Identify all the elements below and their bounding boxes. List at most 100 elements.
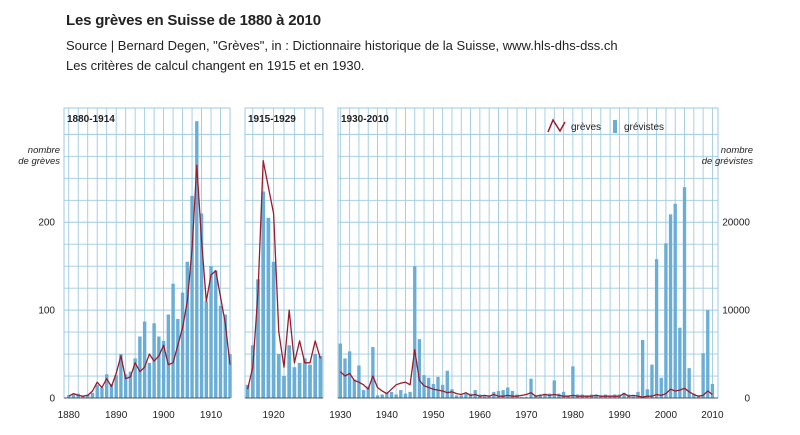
line-strikes-1880-1914 [68, 164, 231, 397]
bar-strikers-1887 [100, 387, 104, 398]
legend-line-swatch [547, 118, 566, 133]
bar-strikers-1929 [318, 355, 323, 398]
x-tick-label: 1880 [58, 410, 81, 421]
bar-strikers-1945 [408, 391, 412, 398]
bar-strikers-1973 [538, 394, 542, 398]
bar-strikers-1916 [250, 345, 255, 398]
bar-strikers-1965 [501, 390, 505, 398]
bar-strikers-1910 [209, 266, 213, 398]
panel-1930-2010 [337, 107, 719, 399]
bar-strikers-1885 [90, 392, 95, 398]
x-tick-label: 1960 [469, 410, 492, 421]
bar-strikers-1962 [487, 396, 491, 398]
bar-strikers-1930 [338, 343, 342, 398]
bar-strikers-1914 [228, 354, 232, 398]
bar-strikers-2003 [678, 327, 682, 398]
bar-strikers-1996 [645, 389, 649, 398]
bar-strikers-1917 [256, 279, 260, 398]
bar-strikers-1967 [510, 390, 515, 398]
bar-strikers-1921 [276, 354, 281, 398]
bar-strikers-2009 [706, 310, 710, 398]
bar-strikers-1993 [631, 396, 636, 398]
bar-strikers-1966 [506, 387, 510, 398]
bar-strikers-1922 [282, 376, 286, 398]
bar-strikers-1908 [199, 213, 204, 398]
bar-strikers-1915 [245, 384, 250, 398]
bar-strikers-1939 [380, 394, 384, 398]
bar-strikers-1980 [571, 366, 575, 398]
x-tick-label: 1970 [515, 410, 538, 421]
x-tick-label: 1910 [200, 410, 223, 421]
bar-strikers-1881 [71, 394, 76, 398]
bar-strikers-1928 [313, 354, 318, 398]
bar-strikers-1994 [636, 391, 640, 398]
bar-strikers-1924 [292, 367, 297, 398]
panel-1915-1929 [244, 107, 324, 399]
x-tick-label: 1890 [105, 410, 128, 421]
panel-1880-1914 [63, 107, 232, 399]
bar-strikers-1923 [287, 345, 292, 398]
x-tick-label: 1920 [262, 410, 285, 421]
bar-strikers-1947 [417, 339, 422, 398]
bar-strikers-1897 [147, 362, 152, 398]
bar-strikers-1946 [413, 266, 417, 398]
x-tick-label: 1900 [152, 410, 175, 421]
bar-strikers-1932 [347, 351, 352, 398]
bar-strikers-1891 [119, 354, 123, 398]
bar-strikers-1971 [529, 378, 533, 398]
bar-strikers-1919 [266, 217, 271, 398]
bar-strikers-1918 [261, 191, 266, 398]
bar-strikers-1899 [157, 336, 161, 398]
bar-strikers-1902 [171, 283, 175, 398]
bar-strikers-1991 [622, 392, 626, 398]
bar-strikers-1909 [204, 301, 208, 398]
bar-strikers-1890 [114, 375, 118, 398]
note-line: Les critères de calcul changent en 1915 … [66, 58, 365, 73]
bar-strikers-1961 [482, 396, 487, 398]
right-tick-label: 10000 [722, 306, 750, 317]
bar-strikers-2002 [673, 203, 677, 398]
bar-strikers-1883 [81, 396, 85, 398]
bar-strikers-1954 [450, 389, 454, 398]
bar-strikers-1895 [138, 336, 142, 398]
bar-strikers-1942 [394, 394, 398, 398]
bar-strikers-1889 [109, 383, 114, 398]
bar-strikers-1905 [185, 261, 190, 398]
legend-bar-swatch [613, 120, 617, 133]
legend-line-label: grèves [571, 122, 601, 133]
bar-strikers-1956 [459, 395, 463, 398]
left-tick-label: 0 [49, 394, 55, 405]
bar-strikers-1884 [86, 394, 90, 398]
bar-strikers-2001 [668, 214, 673, 398]
bar-strikers-1925 [297, 362, 302, 398]
bar-strikers-1998 [654, 259, 659, 398]
bar-strikers-1995 [640, 340, 645, 398]
bar-strikers-1976 [552, 380, 556, 398]
left-axis-label: de grèves [18, 156, 60, 167]
bar-strikers-1906 [190, 195, 194, 398]
chart-title: Les grèves en Suisse de 1880 à 2010 [66, 12, 321, 29]
bar-strikers-1901 [166, 314, 171, 398]
left-tick-label: 100 [38, 306, 55, 317]
bar-strikers-1936 [366, 386, 370, 398]
x-tick-label: 1940 [376, 410, 399, 421]
bar-strikers-1880 [67, 395, 71, 398]
bar-strikers-1937 [371, 347, 375, 398]
bar-strikers-1969 [520, 397, 524, 398]
x-tick-label: 2000 [655, 410, 678, 421]
bar-strikers-2005 [687, 368, 691, 398]
bar-strikers-1927 [308, 364, 312, 398]
x-tick-label: 1990 [608, 410, 631, 421]
bar-strikers-1903 [176, 318, 180, 398]
legend [547, 118, 617, 133]
panel-label: 1915-1929 [248, 114, 296, 125]
bar-strikers-1886 [95, 384, 99, 398]
right-tick-label: 0 [744, 394, 750, 405]
bar-strikers-1920 [271, 261, 276, 398]
bar-strikers-1904 [180, 292, 185, 398]
bar-strikers-2004 [682, 187, 687, 398]
bar-strikers-1943 [399, 390, 403, 398]
bar-strikers-1893 [128, 371, 133, 398]
bar-strikers-1957 [464, 393, 468, 398]
